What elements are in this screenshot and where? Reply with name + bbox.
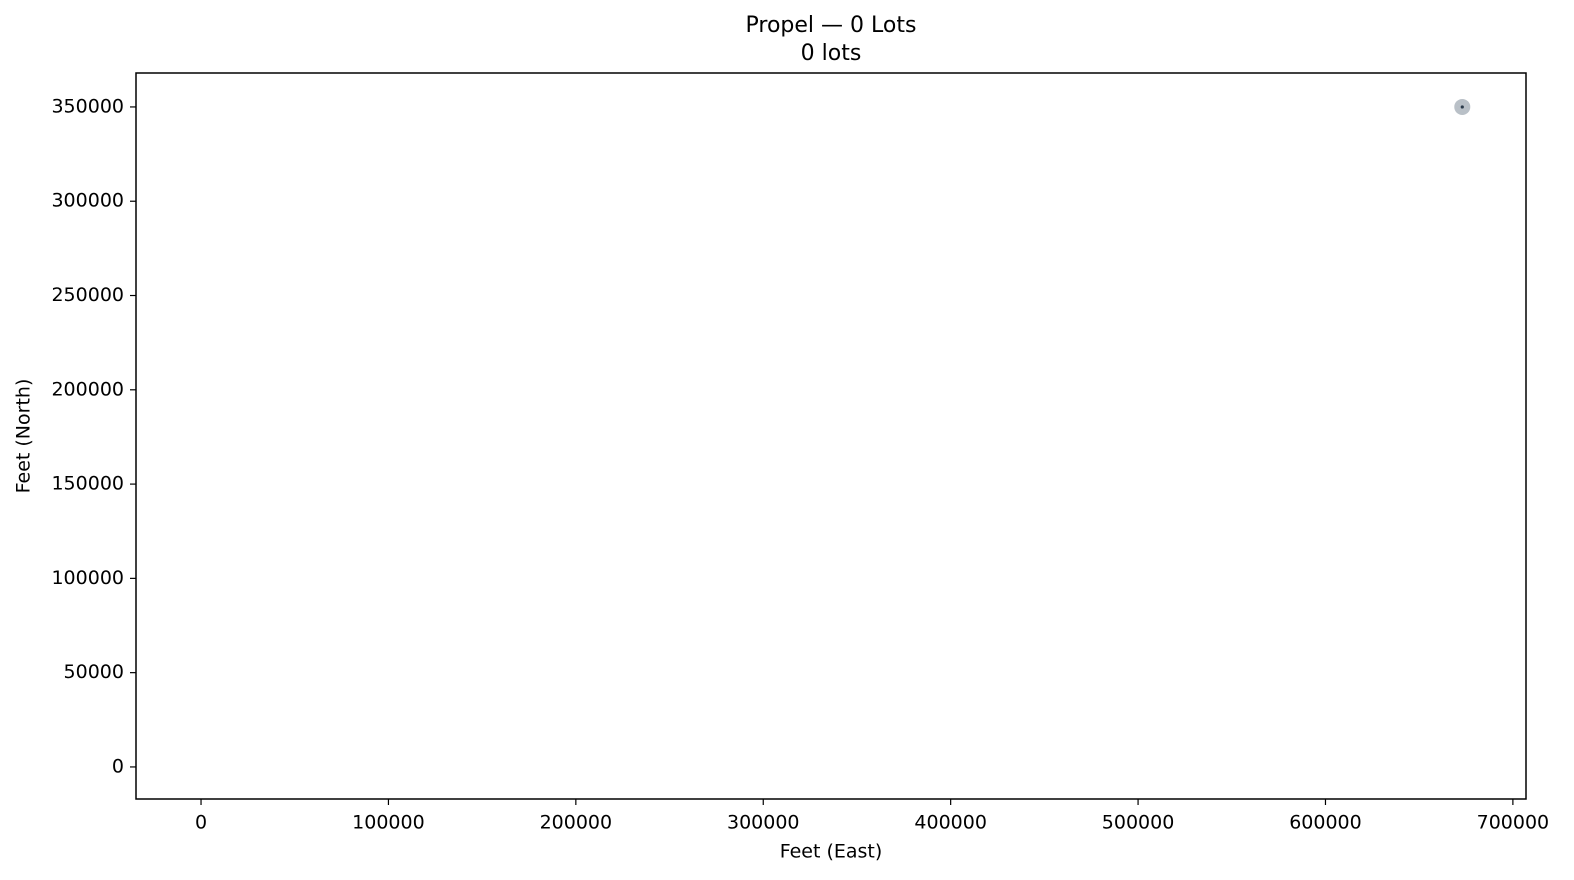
y-tick-label: 50000 (64, 661, 124, 683)
y-tick-label: 300000 (51, 190, 124, 212)
x-axis-label: Feet (East) (780, 841, 883, 863)
x-tick-label: 200000 (540, 812, 613, 834)
y-tick-label: 250000 (51, 284, 124, 306)
x-tick-label: 500000 (1102, 812, 1175, 834)
x-tick-label: 600000 (1289, 812, 1362, 834)
x-tick-label: 0 (195, 812, 207, 834)
point-center (1460, 105, 1464, 109)
y-tick-label: 350000 (51, 95, 124, 117)
x-tick-label: 300000 (727, 812, 800, 834)
y-tick-label: 150000 (51, 473, 124, 495)
x-tick-label: 700000 (1477, 812, 1550, 834)
y-tick-label: 100000 (51, 567, 124, 589)
y-tick-label: 200000 (51, 378, 124, 400)
x-tick-label: 400000 (914, 812, 987, 834)
y-tick-label: 0 (112, 755, 124, 777)
x-tick-label: 100000 (352, 812, 425, 834)
plot-frame (135, 72, 1527, 800)
y-axis-label: Feet (North) (13, 379, 35, 494)
chart-subtitle: 0 lots (801, 41, 862, 66)
chart-title: Propel — 0 Lots (746, 13, 917, 38)
